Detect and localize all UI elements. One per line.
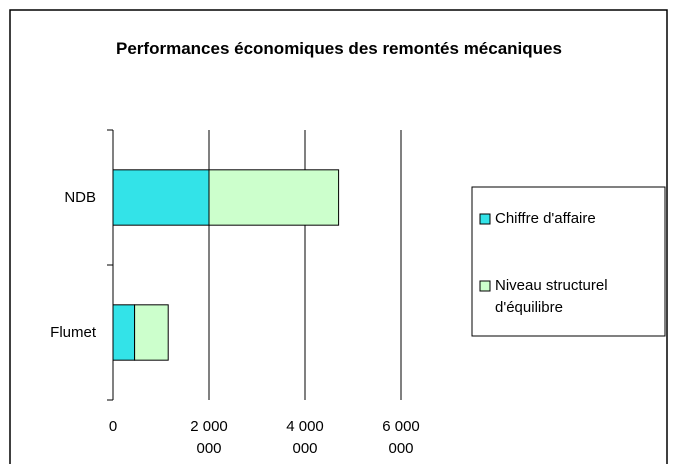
bar (112, 169, 210, 226)
chart-title: Performances économiques des remontés mé… (116, 39, 562, 58)
x-tick-label: 2 000 000 (190, 418, 228, 457)
y-tick-label: NDB (64, 188, 96, 206)
legend-swatch (479, 280, 491, 292)
bar (112, 304, 136, 361)
legend-swatch (479, 213, 491, 225)
x-tick-label: 6 000 000 (382, 418, 420, 457)
bar (134, 304, 169, 361)
x-tick-label: 4 000 000 (286, 418, 324, 457)
y-tick-label: Flumet (50, 323, 96, 341)
legend-label: Niveau structurel d'équilibre (495, 277, 608, 316)
legend-box (471, 186, 666, 337)
bar (208, 169, 340, 226)
x-tick-label: 0 (108, 418, 118, 435)
legend-label: Chiffre d'affaire (495, 210, 596, 227)
